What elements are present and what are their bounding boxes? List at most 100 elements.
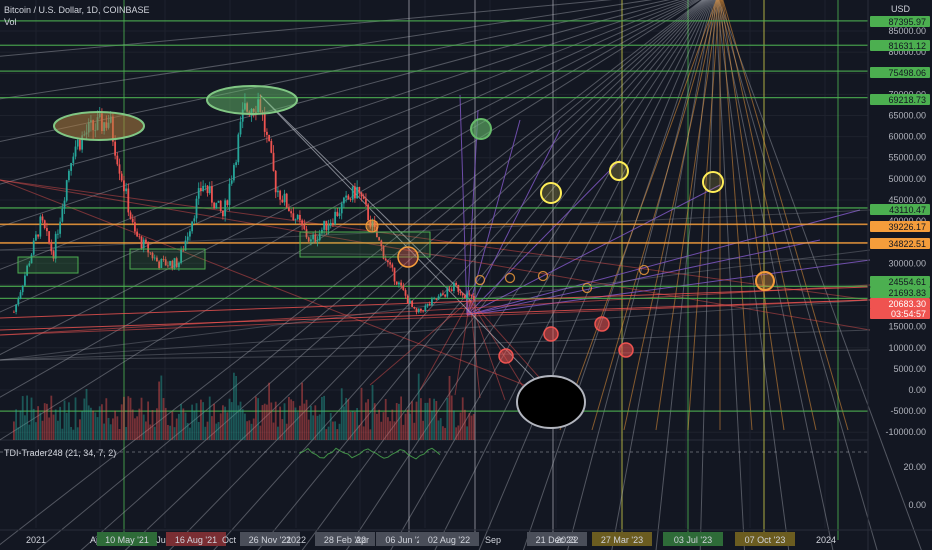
candle-body bbox=[160, 259, 163, 268]
time-badge bbox=[592, 532, 652, 546]
time-axis[interactable]: 2021 Apr 10 May '21 Jul 16 Aug '21 Oct 26 Nov … bbox=[0, 529, 932, 546]
candle-body bbox=[162, 259, 165, 260]
candle-body bbox=[389, 262, 392, 265]
volume-bar bbox=[279, 406, 282, 440]
volume-bar bbox=[24, 415, 26, 440]
candle-body bbox=[175, 258, 178, 268]
candle-body bbox=[120, 173, 123, 181]
pivot-circle bbox=[365, 219, 379, 233]
volume-bar bbox=[318, 414, 321, 440]
volume-bar bbox=[343, 406, 345, 440]
candle-body bbox=[415, 308, 418, 313]
price-badge-label: 69218.73 bbox=[888, 95, 926, 105]
candle-body bbox=[285, 193, 288, 208]
volume-bar bbox=[424, 402, 427, 440]
candle-body bbox=[281, 199, 284, 203]
volume-bar bbox=[349, 412, 352, 440]
volume-bar bbox=[48, 417, 51, 440]
volume-bar bbox=[171, 411, 174, 440]
candle-body bbox=[224, 200, 227, 217]
fan-line-white bbox=[0, 0, 703, 546]
candle-body bbox=[435, 298, 438, 300]
volume-bar bbox=[301, 382, 304, 440]
candle-body bbox=[382, 246, 385, 259]
candle-body bbox=[123, 180, 125, 192]
candle-body bbox=[268, 134, 271, 141]
candle-body bbox=[303, 224, 306, 230]
volume-bar bbox=[268, 382, 271, 440]
candle-body bbox=[439, 293, 442, 297]
volume-bar bbox=[206, 421, 209, 440]
volume-bar bbox=[382, 412, 385, 440]
fan-line-white bbox=[80, 0, 705, 550]
volume-bar bbox=[428, 398, 431, 440]
volume-bar bbox=[15, 409, 18, 440]
candle-body bbox=[180, 249, 183, 263]
candle-body bbox=[446, 288, 449, 297]
volume-bar bbox=[173, 427, 176, 440]
volume-bar bbox=[41, 420, 44, 440]
candle-body bbox=[206, 185, 209, 194]
volume-bar bbox=[184, 412, 187, 440]
fan-line-white bbox=[0, 0, 691, 270]
price-tick-label: 85000.00 bbox=[888, 26, 926, 36]
volume-bar bbox=[140, 397, 143, 440]
candle-body bbox=[433, 298, 436, 300]
fan-line-white bbox=[611, 0, 714, 550]
candle-body bbox=[395, 281, 398, 285]
fan-line-white bbox=[0, 0, 613, 57]
candle-body bbox=[26, 265, 29, 276]
candle-body bbox=[202, 185, 205, 191]
fan-line-orange bbox=[687, 0, 720, 431]
time-tick-label: 2022 bbox=[286, 535, 306, 545]
time-badge bbox=[166, 532, 226, 546]
volume-bar bbox=[65, 412, 68, 440]
time-tick-label: 16 Aug '21 bbox=[175, 535, 217, 545]
fan-line-white bbox=[567, 0, 713, 550]
fan-line-white bbox=[478, 0, 712, 550]
orange-node-marker bbox=[638, 264, 650, 276]
price-axis[interactable]: 85000.0080000.0075000.0070000.0065000.00… bbox=[867, 0, 930, 550]
volume-bar bbox=[219, 413, 222, 440]
volume-bar bbox=[395, 403, 398, 440]
volume-bar bbox=[266, 404, 268, 440]
volume-bar bbox=[61, 428, 64, 440]
volume-bar bbox=[175, 418, 178, 440]
candle-body bbox=[263, 113, 266, 132]
trend-line-gray bbox=[0, 329, 871, 361]
candle-body bbox=[444, 294, 447, 297]
time-tick-label: 21 Dec '22 bbox=[536, 535, 579, 545]
volume-bar bbox=[354, 411, 356, 440]
volume-bar bbox=[68, 402, 70, 440]
volume-bar bbox=[358, 425, 361, 440]
volume-bar bbox=[134, 418, 136, 440]
candle-body bbox=[422, 310, 425, 312]
volume-bar bbox=[39, 412, 42, 440]
volume-bar bbox=[336, 429, 339, 440]
candle-body bbox=[428, 303, 431, 306]
volume-bar bbox=[417, 373, 420, 440]
target-circle bbox=[540, 182, 562, 204]
volume-bar bbox=[329, 412, 332, 440]
candle-body bbox=[127, 188, 130, 213]
candle-body bbox=[21, 285, 24, 293]
volume-bar bbox=[439, 418, 442, 440]
candle-body bbox=[184, 240, 187, 251]
grid-layer bbox=[0, 0, 868, 528]
candle-body bbox=[226, 200, 229, 205]
time-tick-label: 2023 bbox=[556, 535, 576, 545]
price-axis-background bbox=[868, 0, 932, 550]
volume-bar bbox=[46, 403, 48, 440]
candle-body bbox=[57, 233, 59, 235]
volume-bar bbox=[422, 420, 425, 440]
candle-body bbox=[74, 146, 77, 157]
fan-line-white bbox=[0, 0, 681, 185]
price-badge bbox=[870, 67, 930, 78]
candle-body bbox=[354, 186, 356, 199]
candle-body bbox=[340, 203, 343, 214]
volume-bar bbox=[145, 421, 147, 440]
candle-body bbox=[384, 258, 387, 261]
volume-bar bbox=[178, 413, 180, 440]
